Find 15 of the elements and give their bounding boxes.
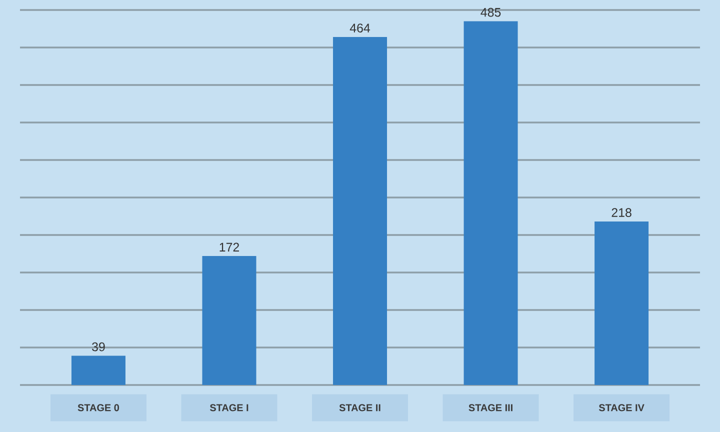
data-label: 39	[92, 342, 105, 352]
bar	[71, 356, 126, 385]
x-tick-label: STAGE III	[468, 404, 512, 412]
x-tick-label: STAGE II	[339, 404, 380, 412]
x-tick-label: STAGE IV	[598, 404, 644, 412]
data-label: 218	[612, 208, 632, 217]
bar	[202, 256, 256, 385]
data-label: 464	[350, 24, 370, 32]
x-tick-label: STAGE I	[210, 404, 248, 412]
bar	[333, 36, 388, 385]
data-label: 485	[480, 8, 501, 17]
data-label: 172	[220, 242, 239, 252]
bar	[464, 21, 518, 385]
x-tick-label: STAGE 0	[78, 404, 119, 412]
bar	[594, 222, 649, 385]
